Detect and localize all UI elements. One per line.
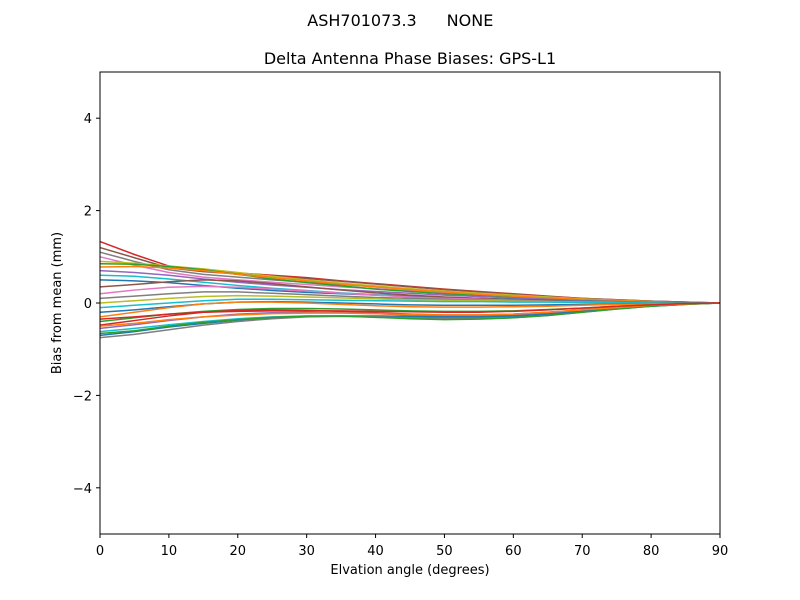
x-tick-label-60: 60	[505, 544, 522, 559]
x-tick-label-10: 10	[161, 544, 178, 559]
x-tick-label-40: 40	[367, 544, 384, 559]
series-line-15	[99, 298, 720, 309]
x-tick-label-50: 50	[436, 544, 453, 559]
chart-title: Delta Antenna Phase Biases: GPS-L1	[264, 49, 556, 68]
y-tick-label-5: −4	[73, 482, 92, 497]
figure-suptitle-left: ASH701073.3	[307, 11, 416, 30]
plot-area	[99, 71, 721, 535]
x-axis-label: Elvation angle (degrees)	[330, 563, 489, 578]
x-tick-label-20: 20	[230, 544, 247, 559]
y-axis-label: Bias from mean (mm)	[50, 232, 65, 374]
x-axis-ticks: 0 10 20 30 40 50 60 70 80 90	[96, 534, 728, 559]
figure-suptitle-right: NONE	[447, 11, 494, 30]
series-line-7	[99, 265, 721, 304]
x-tick-label-30: 30	[298, 544, 315, 559]
series-line-26	[99, 302, 721, 320]
y-tick-label-4: −2	[73, 389, 92, 404]
y-tick-label-3: 0	[84, 297, 92, 312]
x-tick-label-90: 90	[712, 544, 729, 559]
y-axis-ticks: 4 2 0 −2 −4	[73, 112, 100, 497]
series-line-25	[99, 302, 721, 327]
series-line-24	[99, 302, 721, 335]
y-tick-label-2: 2	[84, 205, 92, 220]
x-tick-label-0: 0	[96, 544, 104, 559]
series-line-17	[99, 301, 721, 318]
series-layer	[99, 240, 721, 339]
x-tick-label-70: 70	[574, 544, 591, 559]
y-tick-label-1: 4	[84, 112, 92, 127]
x-tick-label-80: 80	[643, 544, 660, 559]
